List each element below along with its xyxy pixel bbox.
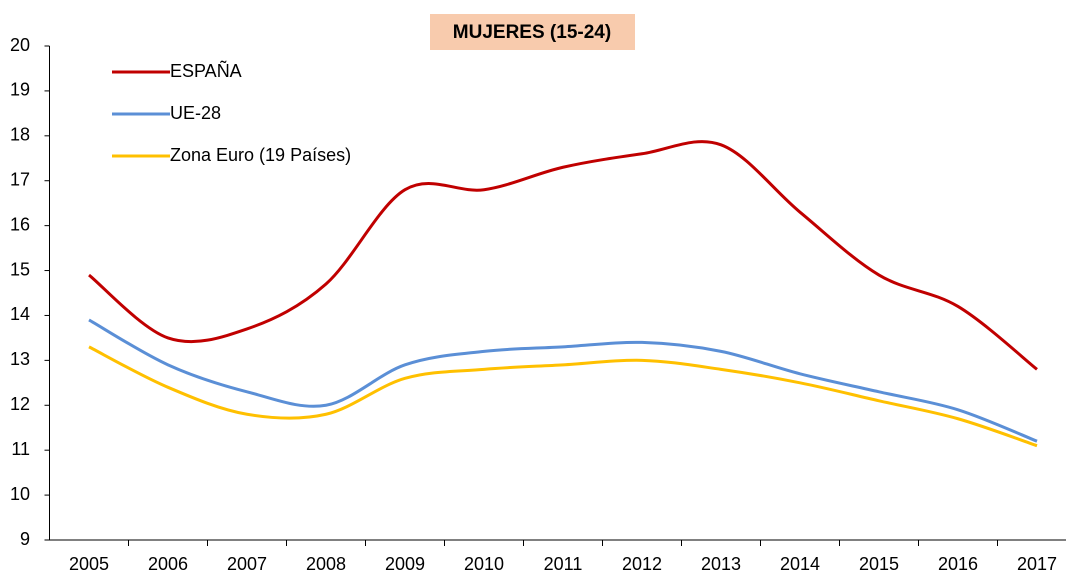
y-tick-label: 14	[10, 304, 30, 324]
y-tick-label: 12	[10, 394, 30, 414]
y-tick-label: 16	[10, 214, 30, 234]
series-line	[88, 140, 1038, 371]
x-tick-label: 2014	[780, 554, 820, 574]
y-tick-label: 20	[10, 35, 30, 55]
x-tick-label: 2011	[544, 554, 583, 574]
y-tick-label: 11	[11, 439, 30, 459]
x-tick-label: 2006	[148, 554, 188, 574]
y-tick-label: 13	[10, 349, 30, 369]
x-tick-label: 2017	[1017, 554, 1057, 574]
title-box	[430, 14, 635, 50]
x-tick-label: 2016	[938, 554, 978, 574]
y-tick-label: 17	[10, 169, 30, 189]
x-tick-label: 2007	[227, 554, 267, 574]
y-tick-label: 10	[10, 484, 30, 504]
x-tick-label: 2015	[859, 554, 899, 574]
x-tick-label: 2005	[69, 554, 109, 574]
x-tick-label: 2008	[306, 554, 346, 574]
x-tick-label: 2010	[464, 554, 504, 574]
legend-label: UE-28	[170, 103, 221, 123]
series-line	[88, 345, 1038, 448]
y-tick-label: 18	[10, 125, 30, 145]
y-tick-label: 15	[10, 259, 30, 279]
x-tick-label: 2013	[701, 554, 741, 574]
chart-title: MUJERES (15-24)	[453, 22, 611, 43]
series-line	[88, 318, 1038, 443]
legend-label: ESPAÑA	[170, 60, 242, 81]
legend-label: Zona Euro (19 Países)	[170, 145, 351, 165]
x-tick-label: 2009	[385, 554, 425, 574]
y-tick-label: 9	[20, 529, 30, 549]
y-tick-label: 19	[10, 80, 30, 100]
x-tick-label: 2012	[622, 554, 662, 574]
